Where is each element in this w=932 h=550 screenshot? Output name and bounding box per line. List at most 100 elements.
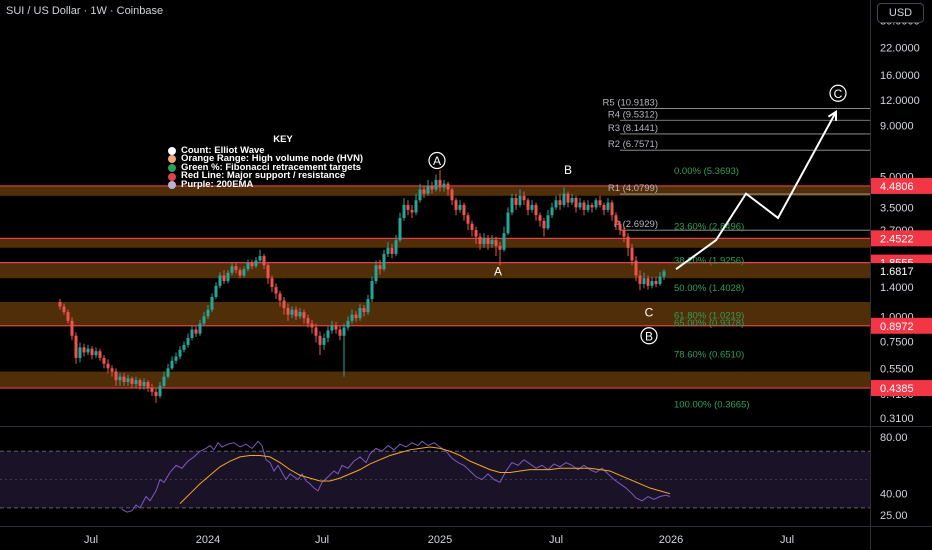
price-badge-label: 2.4522 (880, 233, 914, 245)
candle-body (550, 207, 554, 216)
x-tick-label: 2024 (196, 534, 220, 546)
wave-label: B (564, 163, 572, 177)
candle-body (86, 348, 90, 353)
candle-body (538, 215, 542, 221)
price-badge (871, 317, 932, 334)
candle-body (346, 320, 350, 328)
wave-label: C (645, 306, 654, 320)
candle-body (290, 309, 294, 315)
candle-body (562, 193, 566, 205)
candle-body (610, 202, 614, 216)
candle-body (214, 285, 218, 297)
pivot-label: P (2.6929) (614, 219, 658, 230)
rsi-tick-label: 25.00 (880, 510, 908, 522)
candle-body (278, 293, 282, 301)
candle-body (590, 204, 594, 208)
candle-body (662, 271, 666, 277)
y-tick-label: 22.0000 (880, 43, 920, 55)
price-badge (871, 230, 932, 247)
candle-body (466, 215, 470, 224)
candle-body (210, 296, 214, 310)
candle-body (394, 240, 398, 254)
y-tick-label: 0.5500 (880, 363, 914, 375)
fib-label: 78.60% (0.6510) (674, 350, 744, 361)
candle-body (130, 378, 134, 384)
candle-body (82, 347, 86, 353)
candle-body (518, 195, 522, 205)
candle-body (182, 344, 186, 350)
candle-body (586, 204, 590, 210)
candle-body (650, 281, 654, 286)
candle-body (246, 262, 250, 270)
rsi-line (121, 440, 671, 513)
candle-body (530, 204, 534, 210)
rsi-ma-line (179, 446, 671, 504)
candle-body (122, 376, 126, 383)
hvn-zone (0, 262, 870, 279)
price-badge (871, 380, 932, 397)
candle-body (126, 378, 130, 383)
candle-body (502, 233, 506, 250)
candle-body (522, 195, 526, 201)
candle-body (162, 376, 166, 386)
candle-body (410, 209, 414, 213)
key-dot-icon (168, 146, 176, 155)
candle-body (294, 309, 298, 317)
key-dot-icon (168, 181, 176, 190)
candle-body (570, 197, 574, 203)
fib-label: 38.20% (1.9256) (674, 255, 744, 266)
candle-body (314, 327, 318, 336)
candle-body (506, 212, 510, 234)
candle-body (438, 179, 442, 188)
x-tick-label: Jul (84, 534, 98, 546)
candle-body (618, 223, 622, 230)
key-dot-icon (168, 164, 176, 173)
candle-body (546, 215, 550, 229)
candle-body (230, 266, 234, 273)
candle-body (362, 308, 366, 313)
candle-body (458, 204, 462, 210)
key-item: Purple: 200EMA (168, 180, 398, 190)
candle-body (614, 215, 618, 224)
pivot-label: R1 (4.0799) (608, 183, 658, 194)
candle-body (194, 329, 198, 334)
pivot-label: R5 (10.9183) (603, 97, 658, 108)
candle-body (430, 185, 434, 190)
candle-body (202, 316, 206, 324)
candle-body (542, 220, 546, 229)
candle-body (326, 330, 330, 338)
candle-body (218, 275, 222, 286)
current-price-badge (871, 263, 932, 280)
candle-body (358, 308, 362, 319)
candle-body (598, 200, 602, 205)
candle-body (114, 371, 118, 381)
candle-body (450, 189, 454, 201)
candle-body (226, 272, 230, 282)
fib-label: 23.60% (2.8496) (674, 221, 744, 232)
hvn-zone (0, 185, 870, 196)
candle-body (106, 363, 110, 369)
candle-body (178, 349, 182, 357)
candle-body (274, 287, 278, 294)
candle-body (602, 204, 606, 210)
chart-key: KEY Count: Elliot Wave Orange Range: Hig… (168, 134, 398, 190)
candle-body (154, 391, 158, 397)
candle-body (534, 204, 538, 216)
candle-body (634, 260, 638, 276)
candle-body (646, 278, 650, 286)
currency-button[interactable]: USD (877, 3, 924, 23)
candle-body (446, 183, 450, 190)
fib-label: 65.00% (0.9378) (674, 318, 744, 329)
candle-body (170, 360, 174, 369)
candle-body (322, 337, 326, 345)
candle-body (494, 240, 498, 246)
candle-body (462, 204, 466, 216)
candle-body (422, 189, 426, 194)
price-badge (871, 177, 932, 194)
key-title: KEY (273, 134, 293, 145)
candle-body (490, 240, 494, 244)
candle-body (138, 380, 142, 386)
candle-body (250, 262, 254, 267)
candle-body (442, 183, 446, 188)
